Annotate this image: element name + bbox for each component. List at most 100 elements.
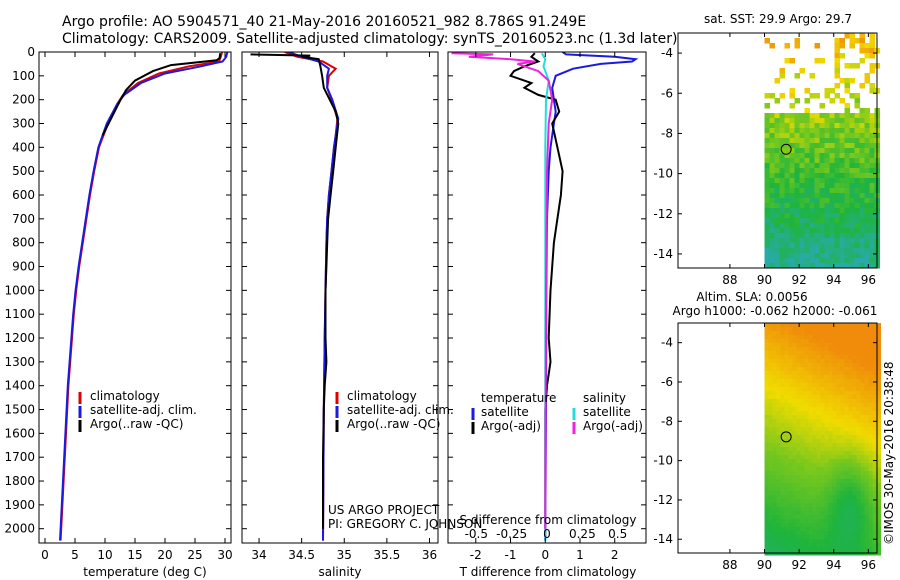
title-line-1: Argo profile: AO 5904571_40 21-May-2016 … xyxy=(62,14,586,30)
map-cell xyxy=(816,475,822,480)
map-cell xyxy=(844,143,851,149)
map-cell xyxy=(800,547,806,552)
map-cell xyxy=(772,539,778,544)
map-cell xyxy=(849,138,856,144)
map-cell xyxy=(792,479,798,484)
map-cell xyxy=(808,475,814,480)
map-cell xyxy=(764,467,770,472)
map-cell xyxy=(819,233,826,239)
map-cell xyxy=(859,123,866,129)
map-cell xyxy=(844,113,851,119)
map-cell xyxy=(780,343,786,348)
map-cell xyxy=(839,188,846,194)
map-cell xyxy=(864,263,871,269)
map-cell xyxy=(794,178,801,184)
map-cell xyxy=(814,163,821,169)
series-line-difference-1 xyxy=(508,52,564,529)
map-cell xyxy=(828,343,834,348)
map-cell xyxy=(864,327,870,332)
map-cell xyxy=(812,507,818,512)
map-cell xyxy=(792,327,798,332)
map-cell xyxy=(800,415,806,420)
map-cell xyxy=(800,455,806,460)
map-cell xyxy=(852,375,858,380)
map-cell xyxy=(772,323,778,328)
map-cell xyxy=(840,359,846,364)
map-cell xyxy=(869,158,876,164)
map-cell xyxy=(854,133,861,139)
map-cell xyxy=(872,519,878,524)
map-cell xyxy=(859,198,866,204)
map-cell xyxy=(804,431,810,436)
map-cell xyxy=(796,483,802,488)
map-cell xyxy=(859,113,866,119)
map-cell xyxy=(768,335,774,340)
map-cell xyxy=(804,511,810,516)
map-cell xyxy=(768,411,774,416)
map-cell xyxy=(856,347,862,352)
map-cell xyxy=(834,213,841,219)
map-cell xyxy=(784,451,790,456)
map-cell xyxy=(872,331,878,336)
map-cell xyxy=(792,471,798,476)
map-cell xyxy=(764,343,770,348)
map-cell xyxy=(844,128,851,134)
map-cell xyxy=(788,535,794,540)
map-cell xyxy=(804,168,811,174)
map-cell xyxy=(856,535,862,540)
map-cell xyxy=(856,491,862,496)
map-cell xyxy=(804,173,811,179)
map-cell xyxy=(768,379,774,384)
map-cell xyxy=(800,539,806,544)
map-cell xyxy=(828,363,834,368)
map-cell xyxy=(792,487,798,492)
map-cell xyxy=(764,479,770,484)
map-cell xyxy=(808,539,814,544)
map-cell xyxy=(788,375,794,380)
map-cell xyxy=(836,511,842,516)
map-cell xyxy=(832,475,838,480)
map-y-tick-label: -4 xyxy=(661,46,673,60)
map-cell xyxy=(848,423,854,428)
map-cell xyxy=(840,379,846,384)
map-cell xyxy=(799,153,806,159)
map-cell xyxy=(832,443,838,448)
map-cell xyxy=(780,487,786,492)
map-cell xyxy=(876,463,882,468)
map-cell xyxy=(814,213,821,219)
map-cell xyxy=(844,407,850,412)
map-cell xyxy=(792,443,798,448)
map-cell xyxy=(820,483,826,488)
map-cell xyxy=(864,451,870,456)
map-cell xyxy=(812,411,818,416)
map-cell xyxy=(812,375,818,380)
map-cell xyxy=(844,33,851,39)
map-cell xyxy=(872,475,878,480)
map-cell xyxy=(832,387,838,392)
map-cell xyxy=(859,58,866,64)
map-cell xyxy=(832,375,838,380)
map-cell xyxy=(816,491,822,496)
map-cell xyxy=(872,327,878,332)
map-cell xyxy=(869,218,876,224)
map-cell xyxy=(779,198,786,204)
map-cell xyxy=(779,118,786,124)
map-cell xyxy=(856,435,862,440)
map-y-tick-label: -12 xyxy=(653,207,673,221)
map-cell xyxy=(784,415,790,420)
map-cell xyxy=(864,527,870,532)
map-cell xyxy=(796,391,802,396)
map-cell xyxy=(799,123,806,129)
map-cell xyxy=(828,403,834,408)
map-cell xyxy=(824,475,830,480)
map-cell xyxy=(819,263,826,269)
map-cell xyxy=(774,148,781,154)
legend-label: climatology xyxy=(347,389,417,403)
map-cell xyxy=(812,491,818,496)
map-cell xyxy=(789,213,796,219)
map-cell xyxy=(792,391,798,396)
map-cell xyxy=(808,387,814,392)
map-cell xyxy=(792,403,798,408)
map-cell xyxy=(834,118,841,124)
map-cell xyxy=(864,178,871,184)
